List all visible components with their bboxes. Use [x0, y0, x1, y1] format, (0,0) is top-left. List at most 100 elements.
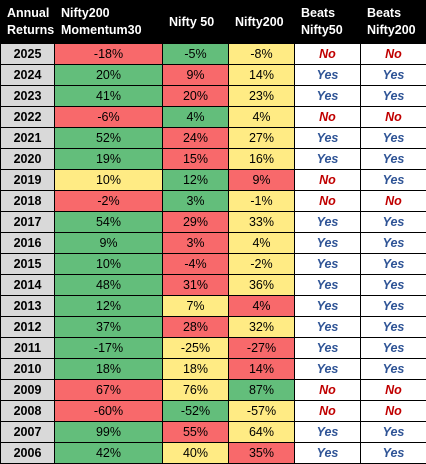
nifty200-return-cell: -1% [229, 191, 295, 212]
year-cell: 2023 [1, 86, 55, 107]
year-cell: 2020 [1, 149, 55, 170]
beats-nifty200-cell: Yes [361, 443, 426, 464]
nifty50-return-cell: 76% [163, 380, 229, 401]
year-cell: 2013 [1, 296, 55, 317]
beats-nifty50-cell: Yes [295, 233, 361, 254]
nifty50-return-cell: 28% [163, 317, 229, 338]
beats-nifty50-cell: Yes [295, 275, 361, 296]
nifty200-return-cell: 27% [229, 128, 295, 149]
nifty200-return-cell: 16% [229, 149, 295, 170]
nifty200-return-cell: 4% [229, 296, 295, 317]
nifty50-return-cell: 31% [163, 275, 229, 296]
beats-nifty200-cell: Yes [361, 65, 426, 86]
beats-nifty50-cell: No [295, 380, 361, 401]
year-cell: 2022 [1, 107, 55, 128]
momentum30-return-cell: -17% [55, 338, 163, 359]
beats-nifty50-cell: Yes [295, 359, 361, 380]
header-nifty200: Nifty200 [229, 1, 295, 44]
beats-nifty50-cell: No [295, 170, 361, 191]
beats-nifty50-cell: Yes [295, 296, 361, 317]
nifty50-return-cell: 20% [163, 86, 229, 107]
beats-nifty200-cell: Yes [361, 317, 426, 338]
nifty200-return-cell: -57% [229, 401, 295, 422]
momentum30-return-cell: 18% [55, 359, 163, 380]
momentum30-return-cell: 10% [55, 170, 163, 191]
beats-nifty50-cell: No [295, 107, 361, 128]
beats-nifty50-cell: Yes [295, 254, 361, 275]
header-annual-returns: Annual Returns [1, 1, 55, 44]
beats-nifty200-cell: Yes [361, 296, 426, 317]
year-cell: 2010 [1, 359, 55, 380]
year-cell: 2019 [1, 170, 55, 191]
momentum30-return-cell: 99% [55, 422, 163, 443]
nifty50-return-cell: 18% [163, 359, 229, 380]
year-cell: 2021 [1, 128, 55, 149]
nifty200-return-cell: 4% [229, 107, 295, 128]
nifty50-return-cell: 15% [163, 149, 229, 170]
beats-nifty200-cell: Yes [361, 128, 426, 149]
momentum30-return-cell: -60% [55, 401, 163, 422]
momentum30-return-cell: 42% [55, 443, 163, 464]
momentum30-return-cell: 12% [55, 296, 163, 317]
nifty200-return-cell: -27% [229, 338, 295, 359]
beats-nifty50-cell: Yes [295, 338, 361, 359]
beats-nifty50-cell: Yes [295, 212, 361, 233]
nifty200-return-cell: 35% [229, 443, 295, 464]
beats-nifty200-cell: Yes [361, 275, 426, 296]
beats-nifty50-cell: No [295, 401, 361, 422]
nifty200-return-cell: 33% [229, 212, 295, 233]
beats-nifty200-cell: No [361, 191, 426, 212]
header-momentum30: Nifty200 Momentum30 [55, 1, 163, 44]
momentum30-return-cell: 67% [55, 380, 163, 401]
beats-nifty200-cell: Yes [361, 149, 426, 170]
beats-nifty50-cell: Yes [295, 149, 361, 170]
year-cell: 2008 [1, 401, 55, 422]
year-cell: 2012 [1, 317, 55, 338]
momentum30-return-cell: 41% [55, 86, 163, 107]
nifty200-return-cell: -8% [229, 44, 295, 65]
nifty50-return-cell: 40% [163, 443, 229, 464]
momentum30-return-cell: -2% [55, 191, 163, 212]
year-cell: 2018 [1, 191, 55, 212]
beats-nifty200-cell: Yes [361, 233, 426, 254]
nifty50-return-cell: 3% [163, 233, 229, 254]
beats-nifty200-cell: Yes [361, 422, 426, 443]
nifty200-return-cell: 36% [229, 275, 295, 296]
nifty50-return-cell: -52% [163, 401, 229, 422]
year-cell: 2024 [1, 65, 55, 86]
nifty200-return-cell: 87% [229, 380, 295, 401]
nifty50-return-cell: -4% [163, 254, 229, 275]
nifty50-return-cell: 29% [163, 212, 229, 233]
beats-nifty200-cell: Yes [361, 338, 426, 359]
beats-nifty50-cell: Yes [295, 422, 361, 443]
momentum30-return-cell: 48% [55, 275, 163, 296]
beats-nifty50-cell: No [295, 191, 361, 212]
year-cell: 2014 [1, 275, 55, 296]
beats-nifty50-cell: Yes [295, 443, 361, 464]
nifty200-return-cell: 23% [229, 86, 295, 107]
year-cell: 2017 [1, 212, 55, 233]
beats-nifty50-cell: No [295, 44, 361, 65]
momentum30-return-cell: 19% [55, 149, 163, 170]
beats-nifty200-cell: Yes [361, 212, 426, 233]
year-cell: 2006 [1, 443, 55, 464]
nifty50-return-cell: -5% [163, 44, 229, 65]
momentum30-return-cell: 10% [55, 254, 163, 275]
beats-nifty200-cell: Yes [361, 86, 426, 107]
nifty50-return-cell: 3% [163, 191, 229, 212]
momentum30-return-cell: 52% [55, 128, 163, 149]
